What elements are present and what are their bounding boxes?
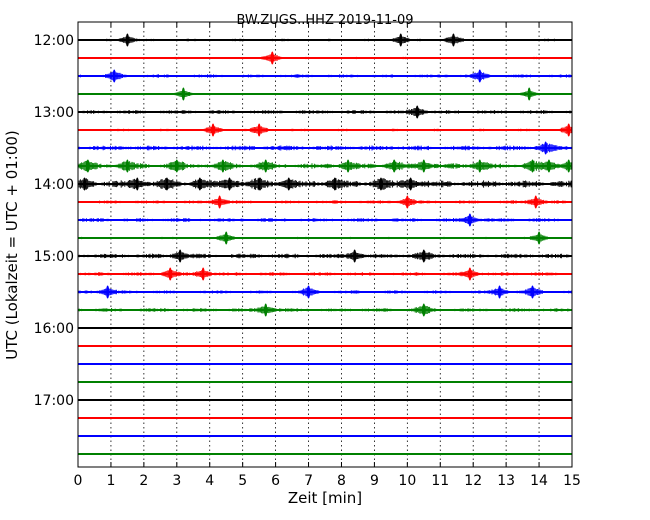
x-tick-label: 8 (337, 473, 346, 489)
trace-12:30 (77, 69, 572, 83)
trace-spike (422, 159, 426, 173)
x-tick-label: 1 (106, 473, 115, 489)
trace-14:15 (77, 195, 572, 209)
y-tick-label: 15:00 (34, 249, 74, 265)
x-tick-label: 13 (497, 473, 515, 489)
trace-spike (270, 51, 274, 65)
trace-spike (112, 69, 116, 83)
trace-15:30 (77, 285, 572, 299)
trace-spike (218, 195, 222, 209)
trace-spike (422, 303, 426, 317)
trace-spike (211, 123, 215, 137)
trace-spike (227, 177, 232, 191)
x-axis-label: Zeit [min] (288, 489, 362, 507)
trace-spike (287, 177, 291, 191)
y-axis-label: UTC (Lokalzeit = UTC + 01:00) (3, 130, 21, 360)
trace-spike (537, 231, 541, 245)
trace-spike (530, 285, 535, 299)
trace-spike (409, 177, 413, 191)
trace-spike (181, 87, 185, 101)
trace-spike (201, 267, 205, 281)
trace-15:15 (77, 267, 572, 281)
trace-spike (175, 159, 179, 173)
x-tick-label: 4 (205, 473, 214, 489)
trace-13:00 (77, 105, 572, 119)
trace-spike (198, 177, 202, 191)
trace-15:00 (77, 249, 572, 263)
trace-spike (346, 159, 350, 173)
y-tick-label: 12:00 (34, 33, 74, 49)
plot-frame (77, 21, 573, 468)
trace-spike (125, 159, 129, 173)
trace-spike (422, 249, 426, 263)
x-tick-label: 2 (139, 473, 148, 489)
trace-spike (86, 159, 90, 173)
trace-spike (468, 267, 472, 281)
y-tick-label: 13:00 (34, 105, 74, 121)
trace-spike (125, 33, 129, 47)
trace-14:00 (77, 177, 572, 191)
y-axis-ticks: 12:00 13:00 14:00 15:00 16:00 17:00 (34, 33, 572, 409)
x-tick-label: 10 (398, 473, 416, 489)
trace-13:30 (77, 141, 572, 155)
trace-spike (257, 177, 261, 191)
trace-13:45 (77, 159, 572, 173)
trace-spike (221, 159, 225, 173)
trace-spike (497, 285, 502, 299)
trace-spike (399, 33, 403, 47)
trace-spike (415, 105, 419, 119)
trace-spike (379, 177, 383, 191)
trace-spike (544, 141, 548, 155)
seismic-traces (77, 33, 572, 455)
trace-spike (135, 177, 139, 191)
y-tick-label: 14:00 (34, 177, 74, 193)
x-tick-label: 9 (370, 473, 379, 489)
trace-spike (106, 285, 110, 299)
trace-spike (224, 231, 228, 245)
x-axis-ticks: 0 1 2 3 4 5 6 7 8 9 10 11 12 13 14 15 (74, 22, 581, 489)
x-tick-label: 3 (172, 473, 181, 489)
trace-spike (405, 195, 409, 209)
chart-title: BW.ZUGS..HHZ 2019-11-09 (236, 13, 413, 28)
trace-spike (168, 267, 172, 281)
x-tick-label: 11 (431, 473, 449, 489)
trace-spike (82, 177, 87, 191)
trace-spike (567, 123, 571, 137)
trace-spike (353, 249, 357, 263)
trace-spike (478, 159, 482, 173)
trace-spike (264, 159, 268, 173)
trace-spike (567, 159, 571, 173)
trace-spike (333, 177, 337, 191)
trace-spike (468, 213, 472, 227)
trace-spike (530, 159, 535, 173)
y-tick-label: 17:00 (34, 393, 74, 409)
trace-12:45 (77, 87, 572, 101)
x-tick-label: 15 (563, 473, 581, 489)
trace-14:30 (77, 213, 572, 227)
x-tick-label: 14 (530, 473, 548, 489)
x-tick-label: 7 (304, 473, 313, 489)
y-tick-label: 16:00 (34, 321, 74, 337)
x-tick-label: 5 (238, 473, 247, 489)
trace-spike (257, 123, 261, 137)
trace-spike (451, 33, 456, 47)
trace-spike (547, 159, 551, 173)
trace-12:00 (77, 33, 572, 47)
x-tick-label: 0 (74, 473, 83, 489)
trace-spike (534, 195, 538, 209)
trace-spike (392, 159, 396, 173)
trace-spike (264, 303, 268, 317)
trace-spike (165, 177, 169, 191)
trace-12:15 (77, 51, 572, 65)
trace-spike (527, 87, 531, 101)
trace-15:45 (77, 303, 572, 317)
trace-13:15 (77, 123, 572, 137)
trace-spike (178, 249, 182, 263)
x-tick-label: 12 (464, 473, 482, 489)
trace-14:45 (77, 231, 572, 245)
trace-spike (478, 69, 482, 83)
x-tick-label: 6 (271, 473, 280, 489)
trace-spike (306, 285, 311, 299)
